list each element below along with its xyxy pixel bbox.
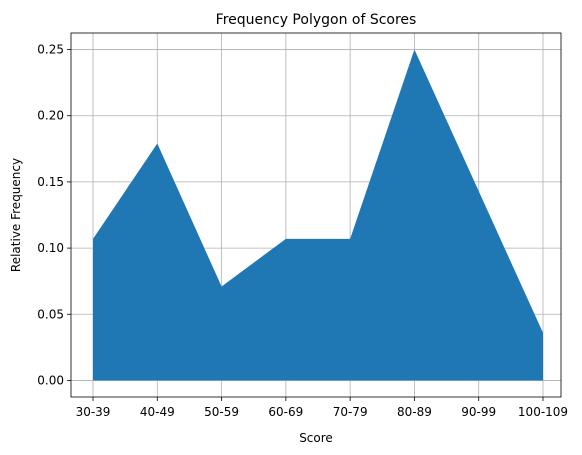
x-axis-label: Score bbox=[299, 431, 333, 445]
x-axis: 30-39 40-49 50-59 60-69 70-79 80-89 90-99 100-1… bbox=[76, 397, 568, 419]
y-tick-label: 0.05 bbox=[37, 307, 64, 321]
chart-title: Frequency Polygon of Scores bbox=[216, 12, 417, 28]
x-tick-label: 60-69 bbox=[268, 405, 303, 419]
area-fill bbox=[93, 49, 543, 381]
x-tick-label: 40-49 bbox=[140, 405, 175, 419]
y-tick-label: 0.10 bbox=[37, 241, 64, 255]
y-tick-label: 0.25 bbox=[37, 43, 64, 57]
y-tick-label: 0.20 bbox=[37, 109, 64, 123]
x-tick-label: 50-59 bbox=[204, 405, 239, 419]
x-tick-label: 100-109 bbox=[518, 405, 568, 419]
y-axis-label: Relative Frequency bbox=[9, 158, 23, 272]
x-tick-label: 80-89 bbox=[397, 405, 432, 419]
y-axis: 0.00 0.05 0.10 0.15 0.20 0.25 bbox=[37, 43, 71, 387]
x-tick-label: 30-39 bbox=[76, 405, 111, 419]
plot-frame bbox=[70, 32, 562, 398]
y-tick-label: 0.15 bbox=[37, 175, 64, 189]
x-tick-label: 70-79 bbox=[333, 405, 368, 419]
y-tick-label: 0.00 bbox=[37, 373, 64, 387]
x-tick-label: 90-99 bbox=[461, 405, 496, 419]
